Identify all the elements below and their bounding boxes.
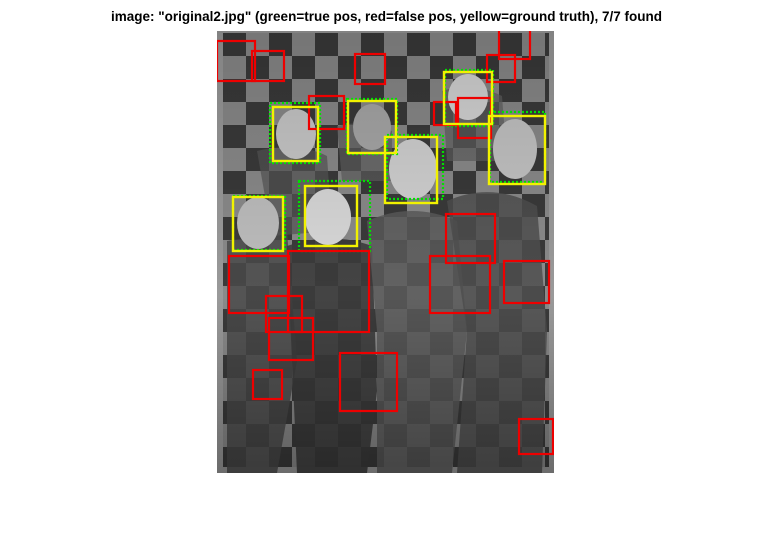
false-positive-box (338, 351, 399, 413)
false-positive-box (251, 368, 284, 401)
false-positive-box (428, 254, 492, 315)
ground-truth-box (231, 195, 285, 253)
false-positive-box (267, 316, 315, 362)
ground-truth-box (346, 99, 398, 155)
false-positive-box (286, 249, 371, 334)
image-canvas (217, 31, 554, 473)
false-positive-box (485, 53, 517, 84)
ground-truth-box (487, 114, 547, 186)
false-positive-box (444, 212, 497, 265)
true-positive-box (385, 133, 445, 201)
false-positive-box (307, 94, 346, 131)
false-positive-boxes (217, 31, 554, 456)
false-positive-box (517, 417, 554, 456)
ground-truth-box (271, 105, 320, 163)
false-positive-box (250, 49, 286, 83)
false-positive-box (264, 294, 304, 334)
ground-truth-box (383, 135, 439, 205)
true-positive-box (268, 101, 322, 165)
false-positive-box (353, 52, 387, 86)
ground-truth-box (303, 184, 359, 248)
false-positive-box (217, 39, 257, 83)
figure-title: image: "original2.jpg" (green=true pos, … (110, 9, 662, 24)
false-positive-box (502, 259, 551, 305)
ground-truth-box (442, 70, 494, 126)
ground-truth-boxes (231, 70, 547, 253)
detection-image (217, 31, 554, 473)
